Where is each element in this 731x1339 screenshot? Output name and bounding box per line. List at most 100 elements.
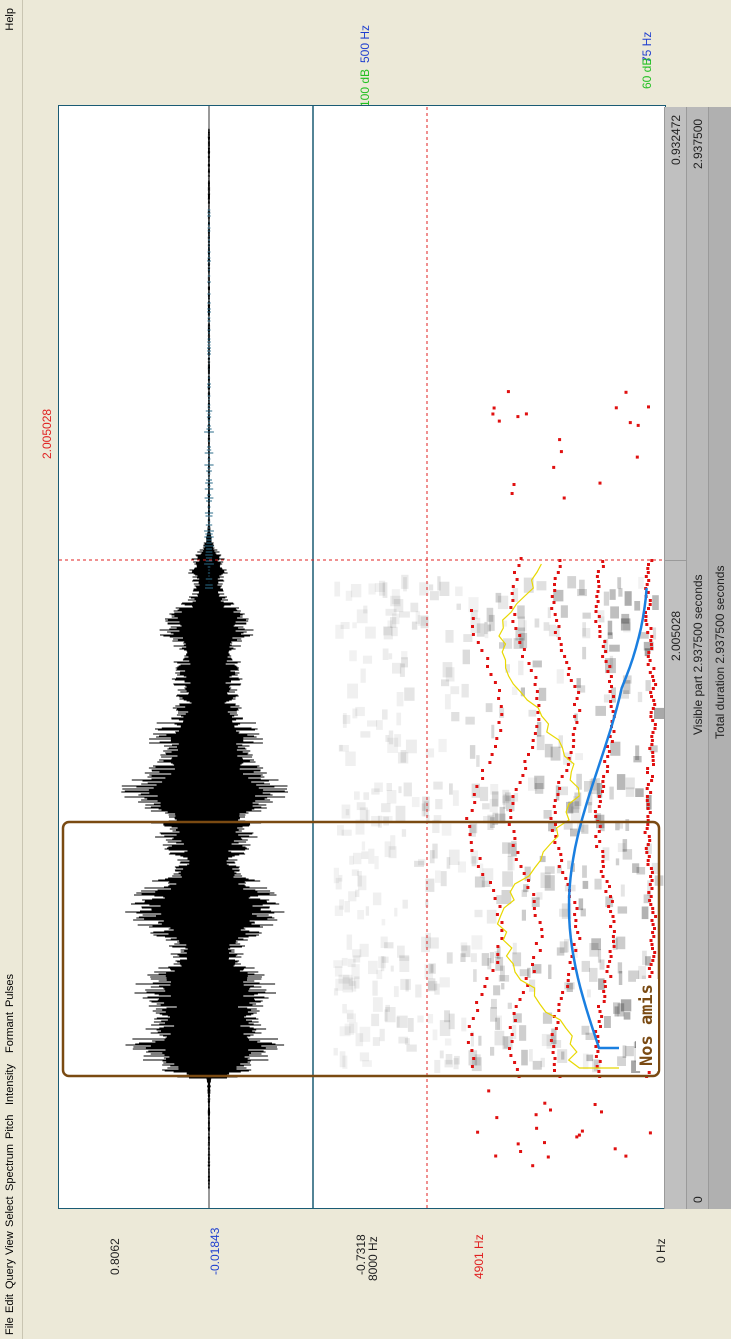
spectrogram-energy [512,942,517,955]
formant-point [601,850,605,853]
spectrogram-energy [407,1017,414,1032]
spectrogram-energy [558,735,563,748]
spectrogram-energy [507,1002,512,1009]
spectrogram-energy [490,784,499,795]
menu-pulses[interactable]: Pulses [4,973,16,1007]
waveform-tail [204,209,214,589]
spectrogram-energy [385,1007,396,1023]
spectrogram-energy [536,581,547,591]
spectrogram-energy [462,649,471,665]
spectrogram-energy [334,581,341,597]
formant-point [596,1050,600,1053]
spectrogram-energy [482,803,490,810]
spectrogram-energy [461,1017,467,1032]
formant-point [650,779,654,782]
intensity-max-label: 100 dB [358,68,372,107]
formant-point [650,647,654,650]
formant-point [646,807,650,810]
spectrogram-energy [461,945,471,958]
time-ruler-total[interactable]: Total duration 2.937500 seconds [708,107,731,1209]
menu-help[interactable]: Help [4,8,16,31]
formant-point [594,610,598,613]
formant-point [609,700,613,703]
spectrogram-energy [618,971,623,985]
spectrogram-energy [342,714,351,724]
spectrogram-energy [448,1013,455,1030]
spectrogram-energy [614,1006,619,1017]
spectrogram-energy [355,889,360,898]
spectrogram-energy [618,588,623,597]
menu-spectrum[interactable]: Spectrum [4,1143,16,1191]
formant-point [524,412,528,416]
formant-point [647,405,650,409]
formant-point [471,1017,475,1020]
spectrogram-energy [386,790,397,804]
spectrogram-energy [341,804,351,819]
formant-point [649,867,653,870]
spectrogram-energy [519,1025,527,1041]
menu-query[interactable]: Query [4,1259,16,1289]
spectrogram-energy [576,685,586,693]
menu-select[interactable]: Select [4,1196,16,1227]
spectrogram-energy [451,711,460,722]
spectrogram-energy [560,605,568,618]
spectrogram-energy [473,969,477,982]
spectrogram-energy [430,964,434,973]
formant-point [500,937,504,940]
spectrogram-energy [339,744,343,751]
spectrogram-energy [417,615,429,626]
formant-point [648,747,652,750]
spectrogram-energy [596,783,603,798]
spectrogram-energy [355,706,365,717]
spectrogram-energy [620,884,625,897]
formant-point [598,481,602,485]
formant-point [558,787,562,790]
formant-point [605,770,609,773]
time-ruler-top[interactable]: 2.005028 0.932472 [664,107,687,1209]
menu-edit[interactable]: Edit [4,1294,16,1313]
formant-point [566,985,570,988]
formant-point [599,1025,602,1028]
formant-point [594,1045,598,1048]
spectrogram-energy [496,946,501,959]
formant-point [521,774,525,777]
spectrogram-energy [341,957,348,966]
signal-plot-area[interactable] [58,105,666,1209]
formant-point [513,837,517,840]
spectrogram-energy [523,577,534,593]
annotation-label[interactable]: Nos amis [636,979,658,1071]
formant-point [650,919,654,922]
formant-point [647,891,651,894]
spectrogram-energy [446,952,453,964]
formant-point [649,875,653,878]
menu-pitch[interactable]: Pitch [4,1114,16,1139]
menu-file[interactable]: File [4,1317,16,1335]
spectrogram-energy [380,936,388,948]
spectrogram-energy [625,1045,634,1057]
formant-point [597,1020,601,1023]
formant-point [646,783,650,786]
spectrogram-energy [645,956,651,966]
spectrogram-energy [381,918,386,926]
menu-formant[interactable]: Formant [4,1012,16,1053]
time-ruler-visible[interactable]: 0 Visible part 2.937500 seconds 2.937500 [686,107,709,1209]
formant-point [603,760,607,763]
spectrogram-energy [411,621,418,630]
spectrogram-energy [425,899,429,908]
spectrogram-energy [354,791,360,800]
formant-point [646,655,650,658]
spectrogram-energy [346,1009,354,1019]
formant-point [598,630,602,633]
menu-intensity[interactable]: Intensity [4,1064,16,1105]
spectrogram-energy [386,783,392,791]
formant-point [597,830,601,833]
formant-point [543,1101,547,1105]
menu-view[interactable]: View [4,1231,16,1255]
formant-point [575,697,579,700]
spectrogram-energy [543,622,550,631]
formant-point [471,625,474,628]
formant-point [534,676,538,679]
formant-point [472,793,476,796]
formant-point [649,691,653,694]
spectrogram-energy [598,978,605,990]
